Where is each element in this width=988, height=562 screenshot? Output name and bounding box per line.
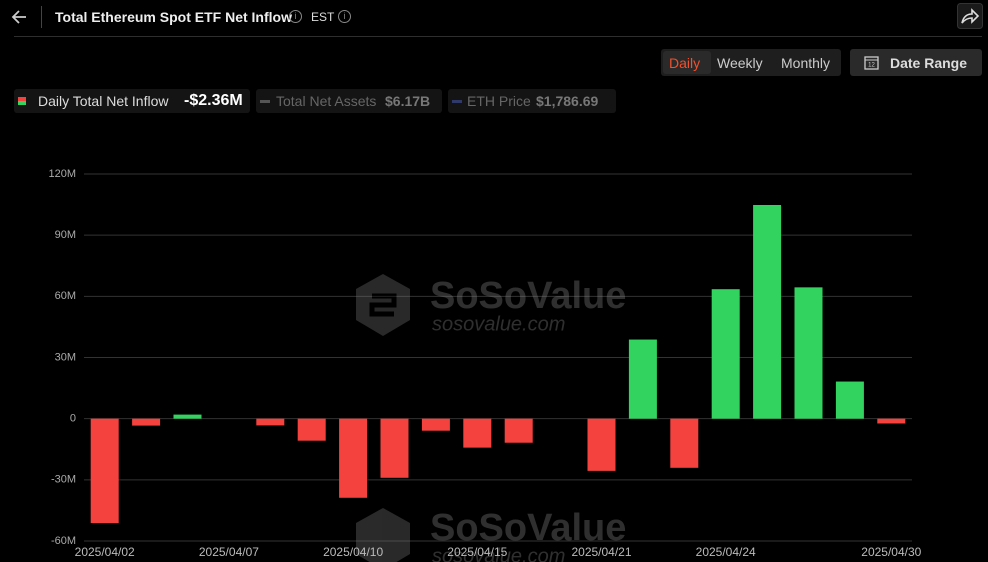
period-toggle: Daily Weekly Monthly — [661, 49, 841, 76]
back-button[interactable] — [10, 7, 30, 27]
date-range-label: Date Range — [890, 55, 968, 71]
bar — [835, 381, 864, 419]
bar — [421, 418, 450, 431]
watermark-site: sosovalue.com — [432, 313, 565, 335]
x-tick-label: 2025/04/24 — [696, 545, 756, 559]
y-tick-label: 90M — [55, 229, 76, 241]
period-monthly[interactable]: Monthly — [781, 55, 831, 71]
header: Total Ethereum Spot ETF Net Inflow i EST… — [0, 0, 988, 36]
y-tick-label: 30M — [55, 351, 76, 363]
date-range-button[interactable]: 12 Date Range — [850, 49, 982, 76]
legend-label: Total Net Assets — [276, 93, 377, 109]
y-tick-label: -30M — [51, 474, 76, 486]
legend-swatch — [18, 101, 26, 105]
bar — [90, 418, 119, 524]
bar — [753, 204, 782, 419]
info-icon[interactable]: i — [338, 10, 351, 23]
legend-value: $1,786.69 — [536, 93, 599, 109]
y-tick-label: 0 — [70, 413, 76, 425]
bar — [380, 418, 409, 478]
x-tick-label: 2025/04/21 — [571, 545, 631, 559]
divider — [41, 6, 42, 28]
period-weekly[interactable]: Weekly — [717, 55, 763, 71]
watermark: SoSoValue sosovalue.com SoSoValue sosova… — [356, 274, 626, 562]
bar — [339, 418, 368, 498]
legend-label: ETH Price — [467, 93, 531, 109]
legend-value: $6.17B — [385, 93, 431, 109]
legend-swatch — [18, 97, 26, 101]
legend-label: Daily Total Net Inflow — [38, 93, 169, 109]
watermark-brand: SoSoValue — [430, 507, 626, 549]
grid-layer — [84, 173, 912, 542]
active-bg — [663, 51, 711, 74]
bar — [628, 339, 657, 419]
x-tick-label: 2025/04/02 — [75, 545, 135, 559]
bar — [877, 418, 906, 424]
x-tick-label: 2025/04/10 — [323, 545, 383, 559]
legend-item[interactable]: Daily Total Net Inflow -$2.36M — [14, 89, 250, 113]
header-rule — [14, 36, 982, 37]
x-tick-label: 2025/04/15 — [447, 545, 507, 559]
svg-text:12: 12 — [868, 63, 875, 69]
bar — [173, 414, 202, 419]
watermark-site: sosovalue.com — [432, 545, 565, 562]
info-icon[interactable]: i — [289, 10, 302, 23]
bar — [794, 287, 823, 419]
bar — [297, 418, 326, 441]
legend-item[interactable]: ETH Price $1,786.69 — [448, 89, 616, 113]
bar — [256, 418, 285, 426]
bar — [463, 418, 492, 448]
page-title: Total Ethereum Spot ETF Net Inflow — [55, 9, 292, 25]
legend-item[interactable]: Total Net Assets $6.17B — [256, 89, 442, 113]
bar — [670, 418, 699, 468]
legend-swatch — [260, 100, 270, 103]
y-tick-label: 60M — [55, 290, 76, 302]
legend-swatch — [452, 100, 462, 103]
y-tick-label: 120M — [48, 168, 76, 180]
legend-value: -$2.36M — [184, 92, 243, 109]
y-tick-label: -60M — [51, 535, 76, 547]
bar — [132, 418, 161, 426]
timezone[interactable]: EST — [311, 10, 335, 24]
bar — [504, 418, 533, 443]
bar — [711, 289, 740, 419]
calendar-icon: 12 — [864, 56, 879, 70]
period-daily[interactable]: Daily — [669, 55, 701, 71]
share-button[interactable] — [957, 3, 983, 29]
bar — [587, 418, 616, 471]
x-tick-label: 2025/04/30 — [861, 545, 921, 559]
watermark-brand: SoSoValue — [430, 275, 626, 317]
x-tick-label: 2025/04/07 — [199, 545, 259, 559]
